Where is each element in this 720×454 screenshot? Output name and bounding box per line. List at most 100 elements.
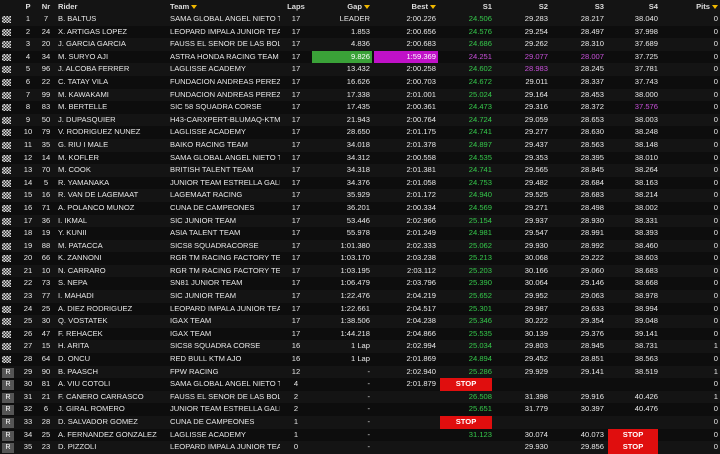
table-row[interactable]: R 34 25 A. FERNANDEZ GONZALEZ LAGLISSE ACADE… — [0, 428, 720, 442]
table-row[interactable]: R 32 6 J. GIRAL ROMERO JUNIOR TEAM ESTRELLA … — [0, 403, 720, 416]
header-nr[interactable]: Nr — [41, 2, 51, 11]
s1-cell: 24.897 — [468, 139, 492, 149]
gap-cell: 4.836 — [350, 39, 370, 49]
table-row[interactable]: 4 34 M. SURYO AJI ASTRA HONDA RACING TEAM 17… — [0, 50, 720, 64]
table-row[interactable]: 27 15 H. ARITA SICS8 SQUADRA CORSE 16 1 Lap 2:… — [0, 340, 720, 355]
number-cell: 15 — [41, 341, 51, 351]
flag-cell — [2, 101, 18, 116]
number-cell: 47 — [41, 328, 51, 338]
team-cell: CUNA DE CAMPEONES — [170, 202, 255, 212]
header-s3[interactable]: S3 — [594, 2, 604, 11]
number-cell: 14 — [41, 152, 51, 162]
table-row[interactable]: R 31 21 F. CANERO CARRASCO FAUSS EL SENOR DE… — [0, 390, 720, 404]
table-row[interactable]: 26 47 F. REHACEK IGAX TEAM 17 1:44.218 2:04.86… — [0, 328, 720, 341]
table-row[interactable]: 5 96 J. ALCOBA FERRER LAGLISSE ACADEMY 17 13.… — [0, 63, 720, 76]
team-cell: LAGLISSE ACADEMY — [170, 64, 246, 74]
table-row[interactable]: 10 79 V. RODRIGUEZ NUNEZ LAGLISSE ACADEMY 17… — [0, 126, 720, 139]
laps-cell: 17 — [291, 228, 301, 238]
header-pits-label: Pits — [696, 2, 710, 11]
table-row[interactable]: 9 50 J. DUPASQUIER H43-CARXPERT-BLUMAQ-KTM 1… — [0, 113, 720, 127]
table-row[interactable]: 3 20 J. GARCIA GARCIA FAUSS EL SENOR DE LAS… — [0, 38, 720, 51]
best-cell: 2:03.796 — [406, 278, 436, 288]
table-row[interactable]: 13 70 M. COOK BRITISH TALENT TEAM 17 34.318 2:… — [0, 164, 720, 177]
header-laps[interactable]: Laps — [287, 2, 305, 11]
table-row[interactable]: 19 88 M. PATACCA SICS8 SQUADRACORSE 17 1:01.3… — [0, 239, 720, 253]
best-cell: 2:01.378 — [406, 139, 436, 149]
table-row[interactable]: 17 36 I. IKMAL SIC JUNIOR TEAM 17 53.446 2:02.… — [0, 214, 720, 228]
s2-cell: 30.139 — [524, 328, 548, 338]
table-row[interactable]: 11 35 G. RIU I MALE BAIKO RACING TEAM 17 34.0… — [0, 138, 720, 152]
table-row[interactable]: R 33 28 D. SALVADOR GOMEZ CUNA DE CAMPEONES 1… — [0, 416, 720, 429]
number-cell: 77 — [41, 291, 51, 301]
table-row[interactable]: 28 64 D. ONCU RED BULL KTM AJO 16 1 Lap 2:01.8… — [0, 353, 720, 366]
flag-cell — [2, 76, 18, 91]
chequered-flag-icon — [2, 255, 11, 263]
table-row[interactable]: 15 16 R. VAN DE LAGEMAAT LAGEMAAT RACING 17 3… — [0, 189, 720, 202]
header-s4[interactable]: S4 — [648, 2, 658, 11]
laps-cell: 17 — [291, 102, 301, 112]
table-row[interactable]: 21 10 N. CARRARO RGR TM RACING FACTORY TEAM… — [0, 264, 720, 278]
number-cell: 20 — [41, 39, 51, 49]
header-gap[interactable]: Gap — [312, 0, 372, 13]
pits-cell: 0 — [713, 328, 718, 338]
flag-cell: R — [2, 429, 18, 442]
header-rider[interactable]: Rider — [58, 2, 78, 11]
table-row[interactable]: 18 19 Y. KUNII ASIA TALENT TEAM 17 55.978 2:01… — [0, 227, 720, 240]
team-cell: FUNDACION ANDREAS PEREZ ... — [170, 76, 280, 86]
flag-cell — [2, 340, 18, 355]
laps-cell: 17 — [291, 127, 301, 137]
gap-cell: - — [367, 417, 370, 426]
rider-cell: Y. KUNII — [58, 228, 87, 238]
position-cell: 15 — [23, 190, 33, 200]
table-row[interactable]: 7 99 M. KAWAKAMI FUNDACION ANDREAS PEREZ ..… — [0, 88, 720, 102]
table-row[interactable]: 16 71 A. POLANCO MUNOZ CUNA DE CAMPEONES 17 3… — [0, 202, 720, 215]
header-p[interactable]: P — [25, 2, 31, 11]
best-cell: 2:00.334 — [406, 202, 436, 212]
s4-cell: 38.460 — [634, 240, 658, 250]
table-row[interactable]: R 30 81 A. VIU COTOLI SAMA GLOBAL ANGEL NIET… — [0, 378, 720, 391]
header-s1[interactable]: S1 — [482, 2, 492, 11]
pits-cell: 1 — [713, 391, 718, 401]
table-row[interactable]: 14 5 R. YAMANAKA JUNIOR TEAM ESTRELLA GALIC… — [0, 177, 720, 190]
s4-cell: 38.040 — [634, 14, 658, 23]
pits-cell: 0 — [713, 278, 718, 288]
header-team[interactable]: Team — [170, 0, 280, 13]
pits-cell: 0 — [713, 165, 718, 175]
table-row[interactable]: R 35 23 D. PIZZOLI LEOPARD IMPALA JUNIOR TEA… — [0, 441, 720, 454]
sort-arrow-icon — [364, 5, 370, 9]
table-row[interactable]: 1 7 B. BALTUS SAMA GLOBAL ANGEL NIETO T... 1… — [0, 13, 720, 26]
pits-cell: 0 — [713, 215, 718, 225]
s3-cell: 28.372 — [580, 102, 604, 112]
rider-cell: H. ARITA — [58, 341, 90, 351]
chequered-flag-icon — [2, 28, 11, 36]
s3-cell: 28.007 — [580, 51, 604, 61]
table-row[interactable]: R 29 90 B. PAASCH FPW RACING 12 - 2:02.940 25.28… — [0, 365, 720, 379]
flag-cell — [2, 152, 18, 167]
position-cell: 21 — [23, 265, 33, 275]
table-row[interactable]: 8 83 M. BERTELLE SIC 58 SQUADRA CORSE 17 17.4… — [0, 101, 720, 114]
pits-cell: 0 — [713, 316, 718, 326]
table-row[interactable]: 23 77 I. MAHADI SIC JUNIOR TEAM 17 1:22.476 2:… — [0, 290, 720, 303]
s3-cell: 28.851 — [580, 354, 604, 364]
gap-cell: 28.650 — [346, 127, 370, 137]
table-row[interactable]: 2 24 X. ARTIGAS LOPEZ LEOPARD IMPALA JUNIOR… — [0, 26, 720, 39]
s2-cell: 29.987 — [524, 303, 548, 313]
s3-cell: 28.684 — [580, 177, 604, 187]
header-pits[interactable]: Pits — [664, 0, 720, 13]
table-row[interactable]: 24 25 A. DIEZ RODRIGUEZ LEOPARD IMPALA JUNI… — [0, 303, 720, 316]
header-best[interactable]: Best — [374, 0, 438, 13]
table-row[interactable]: 25 30 Q. VOSTATEK IGAX TEAM 17 1:38.506 2:04.2… — [0, 315, 720, 328]
team-cell: JUNIOR TEAM ESTRELLA GALIC... — [170, 404, 280, 414]
table-row[interactable]: 20 66 K. ZANNONI RGR TM RACING FACTORY TEAM… — [0, 252, 720, 265]
laps-cell: 17 — [291, 177, 301, 187]
s1-cell: 24.741 — [468, 165, 492, 175]
table-row[interactable]: 12 14 M. KOFLER SAMA GLOBAL ANGEL NIETO T..… — [0, 152, 720, 165]
position-cell: 11 — [24, 139, 32, 149]
table-row[interactable]: 22 73 S. NEPA SN81 JUNIOR TEAM 17 1:06.479 2:0… — [0, 277, 720, 290]
gap-cell: LEADER — [339, 14, 370, 23]
table-row[interactable]: 6 22 C. TATAY VILA FUNDACION ANDREAS PEREZ … — [0, 76, 720, 89]
header-s2[interactable]: S2 — [538, 2, 548, 11]
pits-cell: 0 — [713, 442, 718, 452]
flag-cell — [2, 189, 18, 204]
gap-cell: 1:03.170 — [340, 253, 370, 263]
